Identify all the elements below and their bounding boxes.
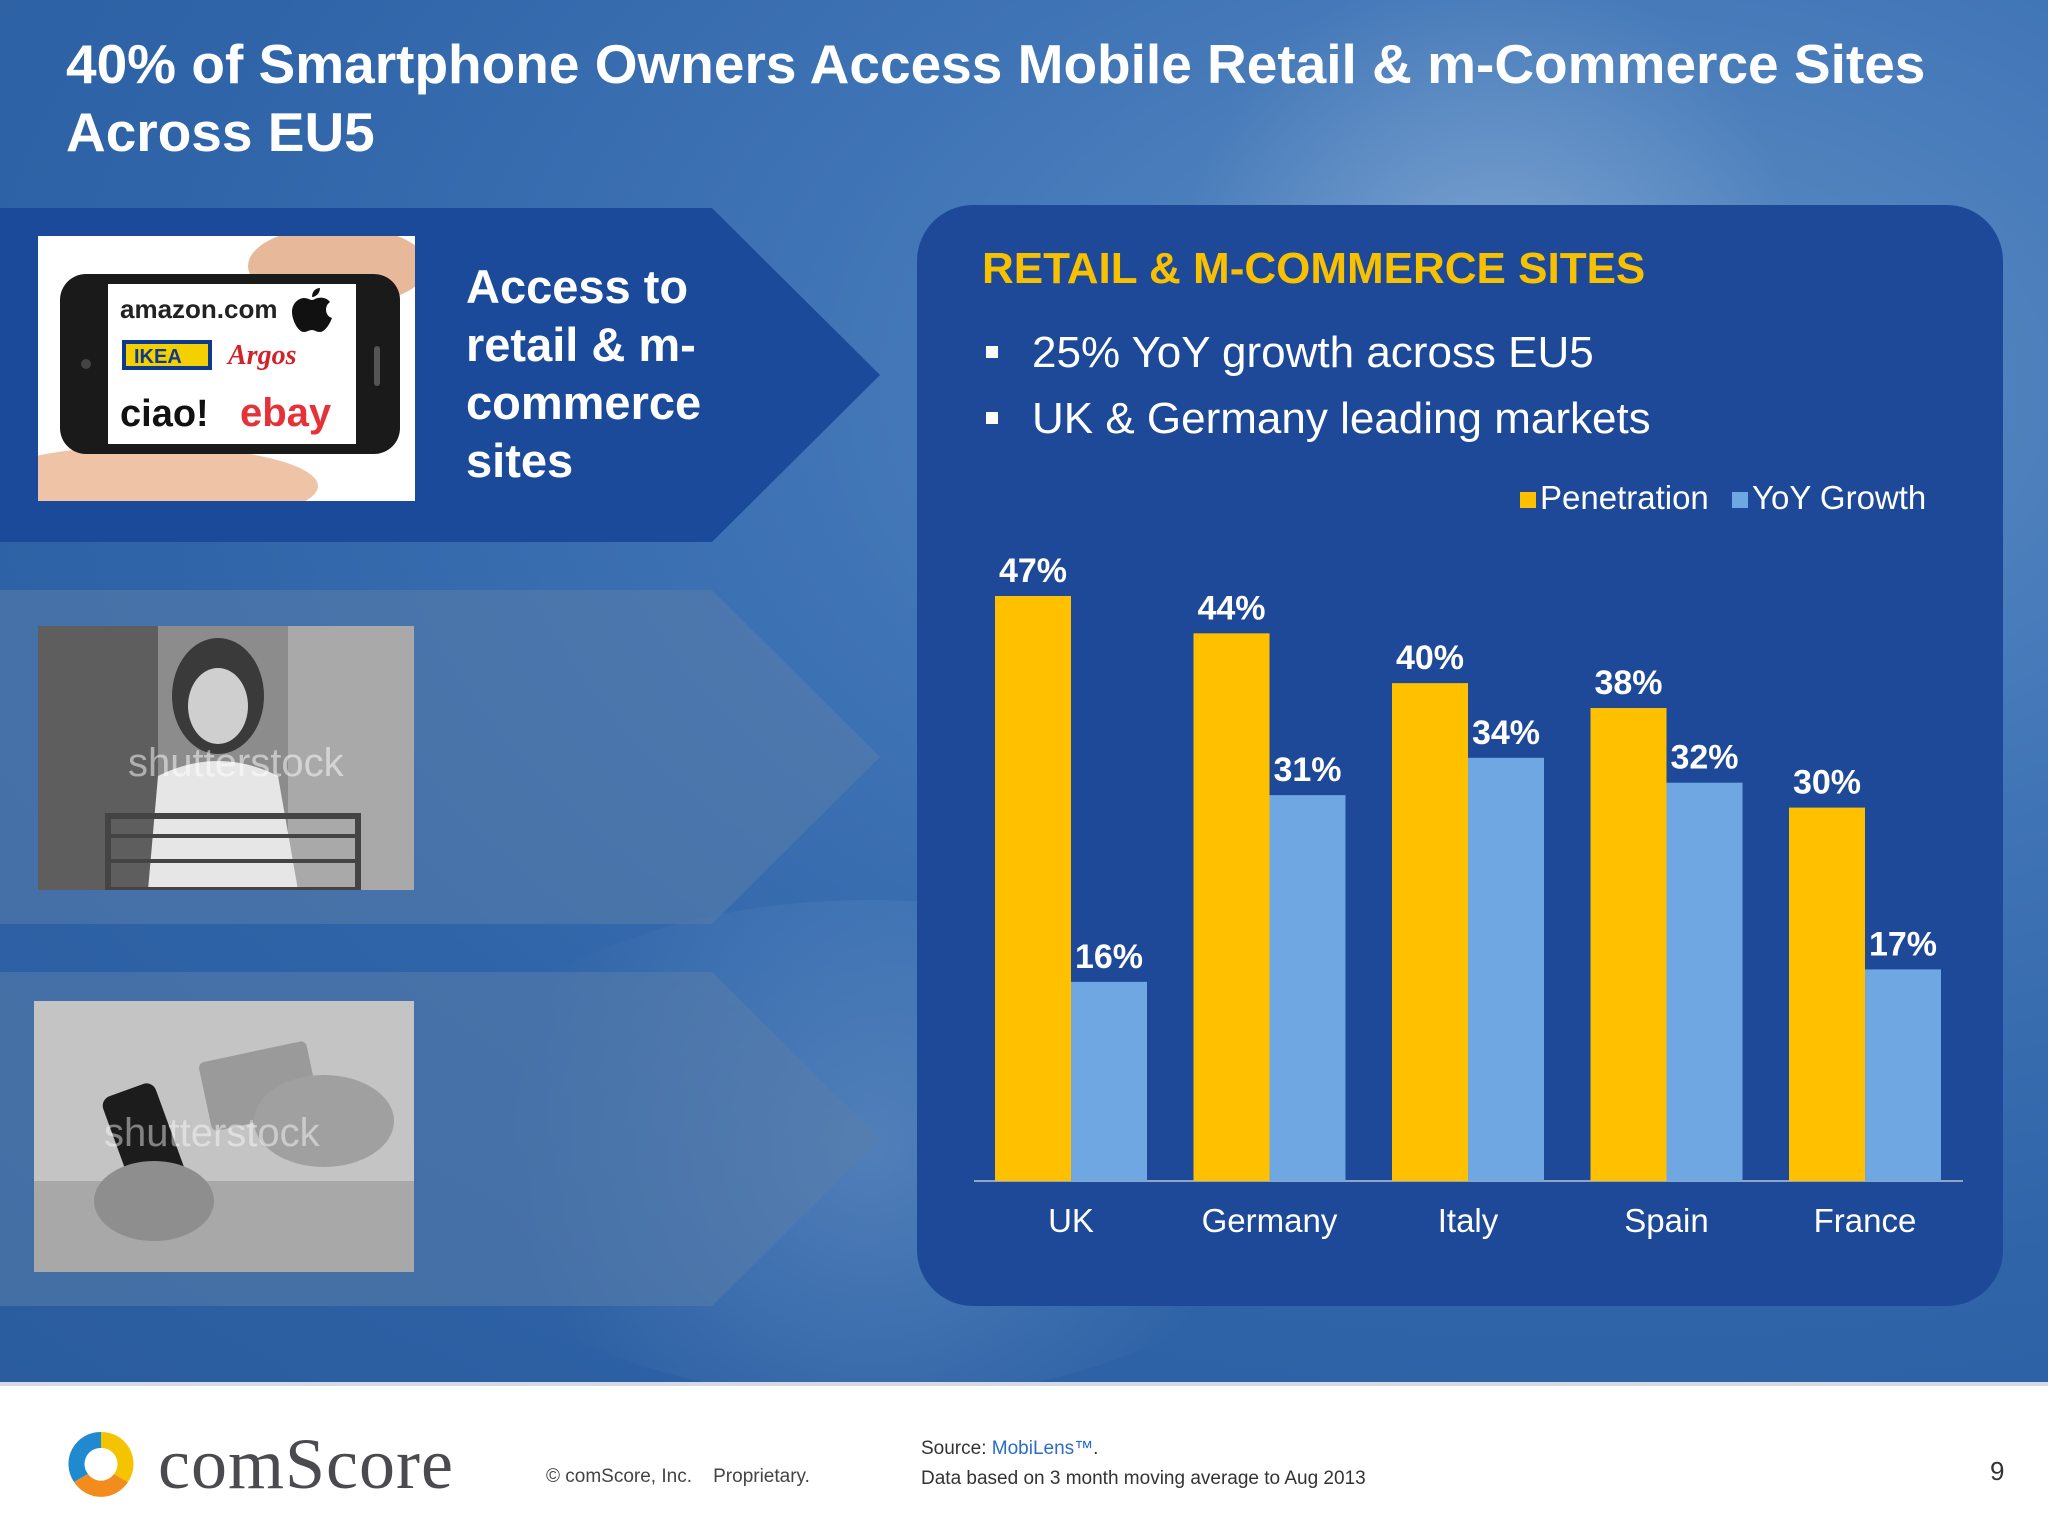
bar-yoy-growth xyxy=(1666,782,1743,1181)
source-note: Source: MobiLens™. Data based on 3 month… xyxy=(921,1434,1366,1494)
comscore-logo-icon xyxy=(68,1431,134,1497)
bar-yoy-growth xyxy=(1865,969,1941,1181)
argos-logo: Argos xyxy=(226,340,297,371)
bullet-text: 25% YoY growth across EU5 xyxy=(1032,328,1594,377)
source-label: Source: xyxy=(921,1438,992,1459)
bullet-text: UK & Germany leading markets xyxy=(1032,394,1651,443)
bar-yoy-growth xyxy=(1269,795,1346,1181)
bar-penetration xyxy=(1590,708,1667,1181)
source-line: Source: MobiLens™. xyxy=(921,1434,1366,1464)
copyright-text: © comScore, Inc. Proprietary. xyxy=(546,1466,810,1488)
data-label: 34% xyxy=(1472,714,1540,752)
bullet-item: 25% YoY growth across EU5 xyxy=(984,320,1651,386)
category-label: Spain xyxy=(1624,1202,1708,1239)
bar-penetration xyxy=(1392,683,1468,1181)
data-label: 47% xyxy=(999,552,1067,590)
card-payment-photo: shutterstock xyxy=(34,1001,414,1272)
shopper-photo: shutterstock xyxy=(38,626,414,890)
photo-watermark-2: shutterstock xyxy=(104,1111,321,1155)
data-label: 31% xyxy=(1273,751,1341,789)
category-label: UK xyxy=(1048,1202,1094,1239)
legend-swatch xyxy=(1732,492,1748,508)
bullet-item: UK & Germany leading markets xyxy=(984,386,1651,452)
bar-penetration xyxy=(995,596,1071,1181)
bar-penetration xyxy=(1789,807,1865,1181)
footer-divider xyxy=(0,1382,2048,1386)
page-number: 9 xyxy=(1990,1456,2005,1486)
bar-yoy-growth xyxy=(1071,981,1147,1181)
legend-label: YoY Growth xyxy=(1752,479,1926,516)
amazon-logo: amazon.com xyxy=(120,294,278,324)
data-note: Data based on 3 month moving average to … xyxy=(921,1468,1366,1489)
category-label: Italy xyxy=(1438,1202,1499,1239)
access-text: Access to retail & m-commerce sites xyxy=(466,260,702,487)
source-link[interactable]: MobiLens™ xyxy=(991,1438,1094,1459)
data-label: 17% xyxy=(1869,925,1937,963)
bullet-square-icon xyxy=(986,346,998,358)
proprietary-label: Proprietary. xyxy=(713,1466,810,1487)
legend-swatch xyxy=(1520,492,1536,508)
comscore-logo-text: comScore xyxy=(158,1424,454,1504)
panel-title: RETAIL & M-COMMERCE SITES xyxy=(982,244,1646,293)
bar-chart: 47% 16% UK 44% 31% Germany 40%34% Italy 38%32% Sp… xyxy=(974,479,1963,1239)
data-label: 32% xyxy=(1670,739,1738,777)
data-label: 30% xyxy=(1793,764,1861,802)
bullet-list: 25% YoY growth across EU5 UK & Germany l… xyxy=(984,320,1651,452)
source-end: . xyxy=(1093,1438,1099,1459)
data-label: 38% xyxy=(1594,664,1662,702)
ciao-logo: ciao! xyxy=(120,393,209,435)
photo-watermark: shutterstock xyxy=(128,741,345,785)
data-label: 16% xyxy=(1075,938,1143,976)
slide-title: 40% of Smartphone Owners Access Mobile R… xyxy=(66,33,1926,163)
bar-penetration xyxy=(1193,633,1270,1181)
legend-label: Penetration xyxy=(1540,479,1709,516)
copyright-label: © comScore, Inc. xyxy=(546,1466,692,1487)
data-label: 40% xyxy=(1396,639,1464,677)
apple-logo xyxy=(292,288,332,332)
data-label: 44% xyxy=(1197,589,1265,627)
category-label: Germany xyxy=(1202,1202,1338,1239)
category-label: France xyxy=(1814,1202,1917,1239)
ebay-logo: ebay xyxy=(240,391,332,435)
bullet-square-icon xyxy=(986,412,998,424)
ikea-logo: IKEA xyxy=(134,346,182,368)
phone-logos-photo: amazon.com IKEA Argos ciao! ebay xyxy=(38,236,415,501)
bar-yoy-growth xyxy=(1468,757,1544,1181)
